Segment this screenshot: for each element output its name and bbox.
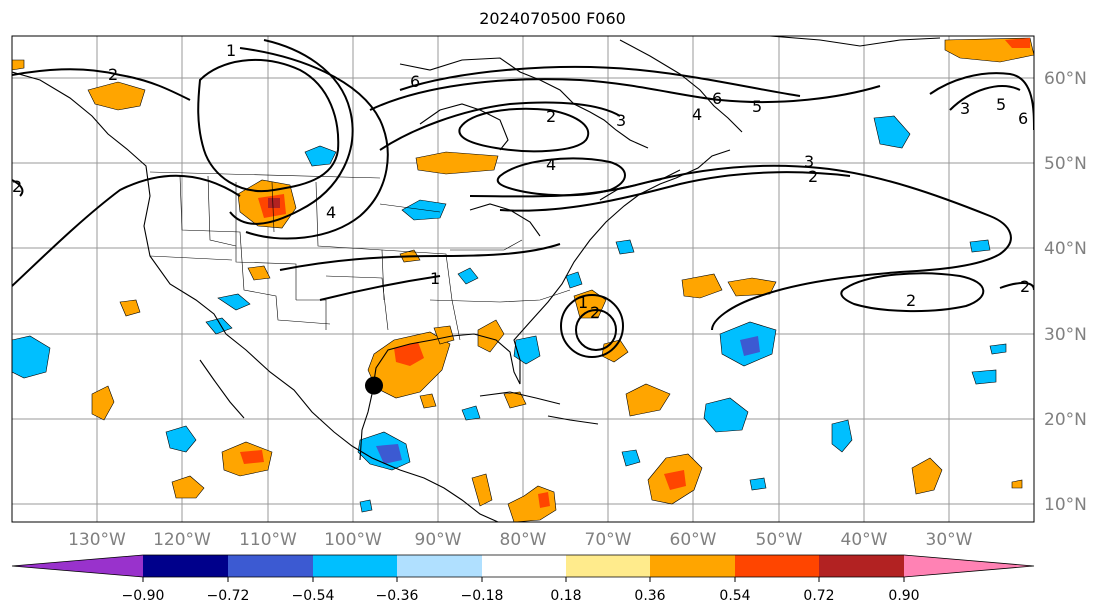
contour-lines (12, 39, 1034, 358)
coastlines (12, 36, 941, 522)
colorbar-segment (482, 555, 566, 577)
colorbar-segment (566, 555, 650, 577)
contour-label: 2 (1020, 277, 1030, 296)
colorbar-tick-label: −0.54 (292, 588, 335, 604)
colorbar-segment (397, 555, 482, 577)
colorbar-extend-high (904, 555, 1034, 577)
contour-label: 2 (808, 167, 818, 186)
latitude-labels: 60°N 50°N 40°N 30°N 20°N 10°N (1044, 69, 1087, 515)
longitude-label: 40°W (841, 530, 888, 550)
longitude-labels: 130°W 120°W 110°W 100°W 90°W 80°W 70°W 6… (68, 530, 973, 550)
contour-label: 5 (996, 95, 1006, 114)
latitude-label: 60°N (1044, 69, 1087, 89)
colorbar-segment (313, 555, 397, 577)
contour-label: 1 (226, 41, 236, 60)
contour-label: 3 (960, 99, 970, 118)
colorbar-tick-label: 0.18 (550, 588, 581, 604)
longitude-label: 120°W (153, 530, 211, 550)
latitude-label: 20°N (1044, 410, 1087, 430)
contour-label: 1 (578, 293, 588, 312)
longitude-label: 110°W (239, 530, 297, 550)
contour-label: 2 (12, 177, 22, 196)
contour-label: 6 (712, 89, 722, 108)
colorbar-tick-label: −0.18 (461, 588, 504, 604)
latitude-label: 40°N (1044, 239, 1087, 259)
colorbar: −0.90 −0.72 −0.54 −0.36 −0.18 0.18 0.36 … (11, 554, 1035, 604)
latitude-label: 50°N (1044, 154, 1087, 174)
colorbar-segment (228, 555, 313, 577)
colorbar-extend-low (12, 555, 143, 577)
latitude-label: 30°N (1044, 325, 1087, 345)
contour-label: 5 (752, 97, 762, 116)
colorbar-segment (650, 555, 735, 577)
contour-label: 2 (546, 107, 556, 126)
contour-label: 3 (616, 111, 626, 130)
colorbar-tick-label: −0.90 (122, 588, 165, 604)
contour-label: 4 (692, 105, 702, 124)
colorbar-segment (735, 555, 819, 577)
contour-label: 2 (590, 303, 600, 322)
gridlines (12, 36, 1034, 522)
colorbar-segment (819, 555, 904, 577)
shaded-field (12, 37, 1034, 522)
latitude-label: 10°N (1044, 495, 1087, 515)
colorbar-tick-label: −0.36 (376, 588, 419, 604)
plot-title: 2024070500 F060 (479, 9, 626, 28)
colorbar-tick-label: 0.72 (803, 588, 834, 604)
colorbar-tick-label: 0.36 (634, 588, 665, 604)
longitude-label: 50°W (756, 530, 803, 550)
longitude-label: 130°W (68, 530, 126, 550)
contour-label: 2 (906, 291, 916, 310)
longitude-label: 70°W (585, 530, 632, 550)
contour-label: 1 (430, 269, 440, 288)
longitude-label: 90°W (415, 530, 462, 550)
longitude-label: 80°W (500, 530, 547, 550)
contour-label: 3 (804, 152, 814, 171)
colorbar-tick-label: −0.72 (207, 588, 250, 604)
contour-label: 4 (546, 155, 556, 174)
colorbar-tick-label: 0.54 (719, 588, 750, 604)
map-frame (11, 35, 1035, 523)
storm-center-marker (365, 376, 383, 395)
contour-label: 6 (410, 72, 420, 91)
contour-label: 4 (326, 203, 336, 222)
longitude-label: 100°W (324, 530, 382, 550)
longitude-label: 60°W (670, 530, 717, 550)
contour-labels: 1 2 6 6 5 2 3 4 3 2 4 1 1 2 2 3 4 5 6 2 … (12, 41, 1030, 322)
colorbar-segment (143, 555, 228, 577)
contour-label: 6 (1018, 109, 1028, 128)
colorbar-tick-label: 0.90 (888, 588, 919, 604)
longitude-label: 30°W (926, 530, 973, 550)
contour-label: 2 (108, 65, 118, 84)
